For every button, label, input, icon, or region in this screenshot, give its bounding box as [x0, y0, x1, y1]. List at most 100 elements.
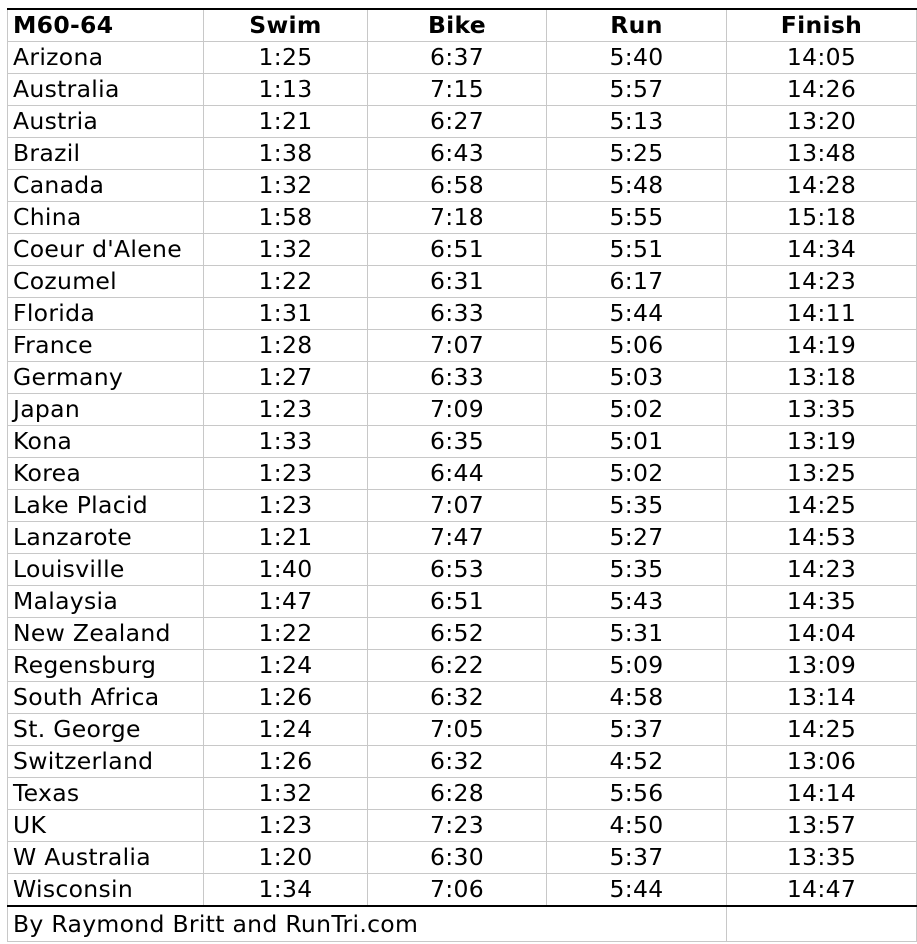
bike-time-cell[interactable]: 7:47	[367, 521, 547, 554]
run-time-cell[interactable]: 5:37	[546, 841, 727, 874]
finish-time-cell[interactable]: 14:04	[726, 617, 917, 650]
finish-time-cell[interactable]: 13:14	[726, 681, 917, 714]
swim-time-cell[interactable]: 1:31	[203, 297, 368, 330]
bike-time-cell[interactable]: 6:51	[367, 585, 547, 618]
race-name-cell[interactable]: Austria	[7, 105, 204, 138]
run-time-cell[interactable]: 5:55	[546, 201, 727, 234]
run-time-cell[interactable]: 5:02	[546, 393, 727, 426]
run-time-cell[interactable]: 5:09	[546, 649, 727, 682]
run-time-cell[interactable]: 5:35	[546, 489, 727, 522]
run-time-cell[interactable]: 5:01	[546, 425, 727, 458]
bike-time-cell[interactable]: 7:07	[367, 329, 547, 362]
finish-time-cell[interactable]: 14:23	[726, 553, 917, 586]
bike-time-cell[interactable]: 6:33	[367, 361, 547, 394]
bike-time-cell[interactable]: 7:18	[367, 201, 547, 234]
race-name-cell[interactable]: Kona	[7, 425, 204, 458]
swim-time-cell[interactable]: 1:32	[203, 777, 368, 810]
finish-time-cell[interactable]: 13:18	[726, 361, 917, 394]
bike-time-cell[interactable]: 7:23	[367, 809, 547, 842]
race-name-cell[interactable]: China	[7, 201, 204, 234]
finish-time-cell[interactable]: 14:25	[726, 489, 917, 522]
run-time-cell[interactable]: 5:25	[546, 137, 727, 170]
race-name-cell[interactable]: Lake Placid	[7, 489, 204, 522]
finish-time-cell[interactable]: 13:20	[726, 105, 917, 138]
swim-header-cell[interactable]: Swim	[203, 8, 368, 42]
finish-time-cell[interactable]: 13:35	[726, 393, 917, 426]
swim-time-cell[interactable]: 1:27	[203, 361, 368, 394]
bike-time-cell[interactable]: 6:35	[367, 425, 547, 458]
swim-time-cell[interactable]: 1:32	[203, 169, 368, 202]
race-name-cell[interactable]: Canada	[7, 169, 204, 202]
finish-time-cell[interactable]: 14:34	[726, 233, 917, 266]
run-time-cell[interactable]: 4:58	[546, 681, 727, 714]
credit-cell[interactable]: By Raymond Britt and RunTri.com	[7, 905, 547, 942]
bike-time-cell[interactable]: 6:33	[367, 297, 547, 330]
finish-time-cell[interactable]: 14:11	[726, 297, 917, 330]
race-name-cell[interactable]: W Australia	[7, 841, 204, 874]
swim-time-cell[interactable]: 1:23	[203, 457, 368, 490]
swim-time-cell[interactable]: 1:13	[203, 73, 368, 106]
finish-time-cell[interactable]: 13:06	[726, 745, 917, 778]
bike-time-cell[interactable]: 6:44	[367, 457, 547, 490]
bike-time-cell[interactable]: 6:30	[367, 841, 547, 874]
run-time-cell[interactable]: 5:06	[546, 329, 727, 362]
race-name-cell[interactable]: Korea	[7, 457, 204, 490]
swim-time-cell[interactable]: 1:23	[203, 809, 368, 842]
race-name-cell[interactable]: UK	[7, 809, 204, 842]
race-name-cell[interactable]: Lanzarote	[7, 521, 204, 554]
finish-time-cell[interactable]: 14:25	[726, 713, 917, 746]
run-time-cell[interactable]: 5:37	[546, 713, 727, 746]
swim-time-cell[interactable]: 1:34	[203, 873, 368, 907]
empty-cell[interactable]	[546, 905, 727, 942]
run-time-cell[interactable]: 5:27	[546, 521, 727, 554]
run-time-cell[interactable]: 5:35	[546, 553, 727, 586]
finish-time-cell[interactable]: 13:25	[726, 457, 917, 490]
bike-time-cell[interactable]: 6:32	[367, 681, 547, 714]
finish-time-cell[interactable]: 14:19	[726, 329, 917, 362]
bike-time-cell[interactable]: 6:27	[367, 105, 547, 138]
race-name-cell[interactable]: New Zealand	[7, 617, 204, 650]
swim-time-cell[interactable]: 1:22	[203, 617, 368, 650]
bike-time-cell[interactable]: 6:31	[367, 265, 547, 298]
bike-time-cell[interactable]: 6:43	[367, 137, 547, 170]
bike-time-cell[interactable]: 7:05	[367, 713, 547, 746]
race-name-cell[interactable]: Brazil	[7, 137, 204, 170]
run-time-cell[interactable]: 5:44	[546, 297, 727, 330]
swim-time-cell[interactable]: 1:40	[203, 553, 368, 586]
swim-time-cell[interactable]: 1:58	[203, 201, 368, 234]
finish-time-cell[interactable]: 14:53	[726, 521, 917, 554]
run-time-cell[interactable]: 5:57	[546, 73, 727, 106]
race-name-cell[interactable]: Malaysia	[7, 585, 204, 618]
race-name-cell[interactable]: Arizona	[7, 41, 204, 74]
run-time-cell[interactable]: 5:03	[546, 361, 727, 394]
finish-time-cell[interactable]: 13:57	[726, 809, 917, 842]
race-name-cell[interactable]: Germany	[7, 361, 204, 394]
swim-time-cell[interactable]: 1:38	[203, 137, 368, 170]
bike-time-cell[interactable]: 7:07	[367, 489, 547, 522]
swim-time-cell[interactable]: 1:26	[203, 745, 368, 778]
bike-time-cell[interactable]: 7:06	[367, 873, 547, 907]
finish-time-cell[interactable]: 14:35	[726, 585, 917, 618]
run-time-cell[interactable]: 5:40	[546, 41, 727, 74]
age-group-header-cell[interactable]: M60-64	[7, 8, 204, 42]
bike-time-cell[interactable]: 6:22	[367, 649, 547, 682]
race-name-cell[interactable]: Wisconsin	[7, 873, 204, 907]
swim-time-cell[interactable]: 1:22	[203, 265, 368, 298]
run-time-cell[interactable]: 5:13	[546, 105, 727, 138]
bike-header-cell[interactable]: Bike	[367, 8, 547, 42]
finish-time-cell[interactable]: 14:05	[726, 41, 917, 74]
bike-time-cell[interactable]: 6:28	[367, 777, 547, 810]
bike-time-cell[interactable]: 7:09	[367, 393, 547, 426]
run-time-cell[interactable]: 5:56	[546, 777, 727, 810]
bike-time-cell[interactable]: 6:53	[367, 553, 547, 586]
run-time-cell[interactable]: 5:43	[546, 585, 727, 618]
bike-time-cell[interactable]: 7:15	[367, 73, 547, 106]
race-name-cell[interactable]: Australia	[7, 73, 204, 106]
race-name-cell[interactable]: Texas	[7, 777, 204, 810]
run-time-cell[interactable]: 5:44	[546, 873, 727, 907]
swim-time-cell[interactable]: 1:26	[203, 681, 368, 714]
finish-time-cell[interactable]: 13:09	[726, 649, 917, 682]
run-time-cell[interactable]: 6:17	[546, 265, 727, 298]
swim-time-cell[interactable]: 1:33	[203, 425, 368, 458]
run-time-cell[interactable]: 5:02	[546, 457, 727, 490]
